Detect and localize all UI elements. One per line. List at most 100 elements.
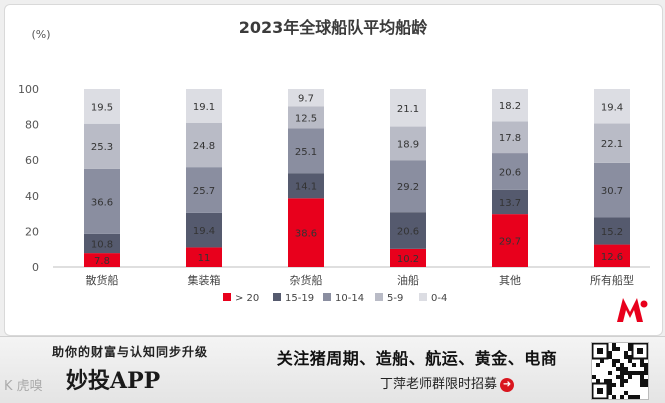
arrow-right-circle-icon: ➜ bbox=[500, 377, 515, 392]
legend-label: 5-9 bbox=[387, 293, 403, 304]
legend-label: 10-14 bbox=[335, 293, 364, 304]
legend-swatch bbox=[223, 293, 231, 301]
bar-segment bbox=[594, 217, 630, 245]
y-tick-label: 20 bbox=[25, 225, 39, 238]
bar-segment bbox=[84, 89, 120, 124]
data-label: 19.4 bbox=[193, 226, 215, 237]
brand-logo bbox=[617, 298, 648, 322]
legend: > 20 15-19 10-14 5-9 0-4 bbox=[223, 293, 447, 304]
stacked-bar-chart: 2023年全球船队平均船龄 (%) 0 20 40 60 80 100 7.8 10.8 36… bbox=[18, 18, 650, 322]
app-name: 妙投APP bbox=[66, 368, 161, 394]
bar-segment bbox=[288, 106, 324, 129]
bar-segment bbox=[84, 123, 120, 169]
bar-segment bbox=[186, 167, 222, 213]
data-label: 25.1 bbox=[295, 147, 317, 158]
data-label: 12.6 bbox=[601, 252, 623, 263]
bar-segment bbox=[492, 189, 528, 215]
data-label: 38.6 bbox=[295, 229, 317, 240]
legend-label: 15-19 bbox=[285, 293, 314, 304]
data-label: 36.6 bbox=[91, 197, 113, 208]
data-label: 10.2 bbox=[397, 254, 419, 265]
bar-segment bbox=[390, 89, 426, 127]
bar-segment bbox=[390, 126, 426, 161]
bar-segment bbox=[594, 244, 630, 267]
legend-label: > 20 bbox=[235, 293, 259, 304]
promo-banner: 助你的财富与认知同步升级 妙投APP K 虎嗅 关注猪周期、造船、航运、黄金、电… bbox=[0, 336, 665, 403]
bar-segment bbox=[594, 123, 630, 163]
data-label: 15.2 bbox=[601, 227, 623, 238]
data-label: 19.5 bbox=[91, 102, 113, 113]
data-label: 13.7 bbox=[499, 198, 521, 209]
data-label: 25.7 bbox=[193, 186, 215, 197]
banner-topics: 关注猪周期、造船、航运、黄金、电商 bbox=[276, 349, 558, 368]
category-label: 其他 bbox=[499, 274, 521, 287]
y-tick-label: 100 bbox=[18, 83, 39, 96]
data-label: 10.8 bbox=[91, 240, 113, 251]
bar-segment bbox=[594, 89, 630, 124]
y-tick-label: 40 bbox=[25, 190, 39, 203]
bar-segment bbox=[288, 173, 324, 199]
legend-swatch bbox=[273, 293, 281, 301]
category-label: 油船 bbox=[397, 273, 419, 287]
bar-group: 7.8 10.8 36.6 25.3 19.5 11 19.4 25.7 24.8 19.1 38.… bbox=[84, 89, 630, 267]
data-label: 30.7 bbox=[601, 186, 623, 197]
data-label: 29.2 bbox=[397, 182, 419, 193]
category-label: 所有船型 bbox=[590, 273, 634, 287]
bar-segment bbox=[288, 198, 324, 267]
watermark: K 虎嗅 bbox=[4, 379, 43, 394]
legend-swatch bbox=[419, 293, 427, 301]
bar-segment bbox=[84, 233, 120, 254]
data-label: 17.8 bbox=[499, 133, 521, 144]
banner-contact[interactable]: 丁萍老师群限时招募 ➜ bbox=[380, 373, 515, 392]
data-label: 20.6 bbox=[499, 167, 521, 178]
legend-swatch bbox=[375, 293, 383, 301]
bar-segment bbox=[288, 89, 324, 107]
bar-segment bbox=[492, 153, 528, 190]
data-label: 21.1 bbox=[397, 104, 419, 115]
chart-title: 2023年全球船队平均船龄 bbox=[239, 18, 429, 37]
y-tick-label: 80 bbox=[25, 119, 39, 132]
bar-segment bbox=[186, 89, 222, 123]
y-axis-ticks: 0 20 40 60 80 100 bbox=[18, 83, 39, 274]
data-label: 18.9 bbox=[397, 139, 419, 150]
bar-segment bbox=[390, 248, 426, 267]
category-label: 杂货船 bbox=[290, 273, 323, 287]
data-label: 18.2 bbox=[499, 101, 521, 112]
data-label: 11 bbox=[198, 253, 211, 264]
bar-segment bbox=[84, 168, 120, 234]
legend-swatch bbox=[323, 293, 331, 301]
data-label: 25.3 bbox=[91, 142, 113, 153]
bar-segment bbox=[390, 160, 426, 213]
bar-segment bbox=[186, 247, 222, 267]
bar-segment bbox=[492, 214, 528, 267]
data-label: 7.8 bbox=[94, 256, 110, 267]
legend-label: 0-4 bbox=[431, 293, 447, 304]
y-tick-label: 0 bbox=[32, 261, 39, 274]
data-label: 9.7 bbox=[298, 94, 314, 105]
bar-segment bbox=[492, 121, 528, 154]
bar-segment bbox=[186, 122, 222, 168]
bar-segment bbox=[390, 212, 426, 249]
qr-code-icon[interactable] bbox=[591, 342, 649, 400]
data-label: 20.6 bbox=[397, 227, 419, 238]
chart-card: 2023年全球船队平均船龄 (%) 0 20 40 60 80 100 7.8 10.8 36… bbox=[4, 4, 663, 336]
contact-label: 丁萍老师群限时招募 bbox=[380, 377, 498, 392]
category-labels: 散货船 集装箱 杂货船 油船 其他 所有船型 bbox=[86, 273, 635, 287]
data-label: 24.8 bbox=[193, 141, 215, 152]
data-label: 14.1 bbox=[295, 182, 317, 193]
data-label: 29.7 bbox=[499, 237, 521, 248]
data-label: 12.5 bbox=[295, 113, 317, 124]
bar-segment bbox=[594, 162, 630, 218]
category-label: 集装箱 bbox=[188, 273, 221, 287]
data-label: 19.1 bbox=[193, 102, 215, 113]
bar-segment bbox=[288, 128, 324, 174]
y-axis-unit: (%) bbox=[31, 28, 50, 41]
data-label: 22.1 bbox=[601, 139, 623, 150]
bar-segment bbox=[492, 89, 528, 122]
banner-slogan: 助你的财富与认知同步升级 bbox=[51, 345, 208, 359]
bar-segment bbox=[186, 212, 222, 248]
bar-segment bbox=[84, 253, 120, 267]
category-label: 散货船 bbox=[86, 273, 119, 287]
y-tick-label: 60 bbox=[25, 154, 39, 167]
data-label: 19.4 bbox=[601, 102, 623, 113]
